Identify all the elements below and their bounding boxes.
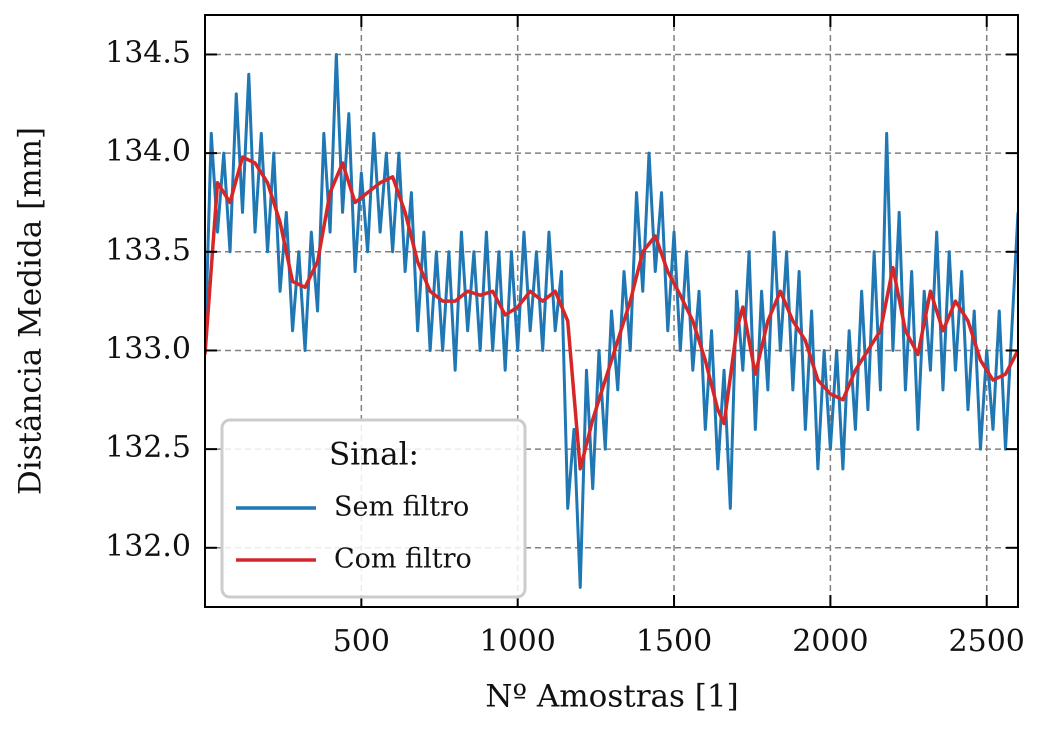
- x-tick-label: 2500: [949, 624, 1025, 659]
- x-tick-label: 1000: [480, 624, 556, 659]
- y-tick-label: 132.0: [105, 529, 191, 564]
- legend-title: Sinal:: [329, 437, 419, 473]
- legend: Sinal: Sem filtro Com filtro: [220, 418, 527, 599]
- y-tick-label: 134.0: [105, 134, 191, 169]
- x-axis-label: Nº Amostras [1]: [485, 679, 738, 715]
- plot-frame: [204, 14, 1019, 608]
- legend-box: [220, 418, 527, 599]
- y-tick-label: 133.0: [105, 331, 191, 366]
- plot-lines: [205, 52, 1018, 589]
- y-tick-label: 133.5: [105, 233, 191, 268]
- legend-label: Sem filtro: [334, 492, 469, 523]
- axes: 500 1000 1500 2000 2500 132.0 132.5 133.0 133.5 1…: [105, 14, 1025, 659]
- x-tick-label: 1500: [636, 624, 712, 659]
- y-tick-label: 134.5: [105, 35, 191, 70]
- legend-label: Com filtro: [334, 544, 472, 575]
- series-line: [205, 52, 1018, 589]
- series-line: [205, 155, 1018, 471]
- y-axis-label: Distância Medida [mm]: [13, 127, 49, 495]
- x-tick-label: 500: [333, 624, 390, 659]
- y-tick-label: 132.5: [105, 430, 191, 465]
- x-tick-label: 2000: [792, 624, 868, 659]
